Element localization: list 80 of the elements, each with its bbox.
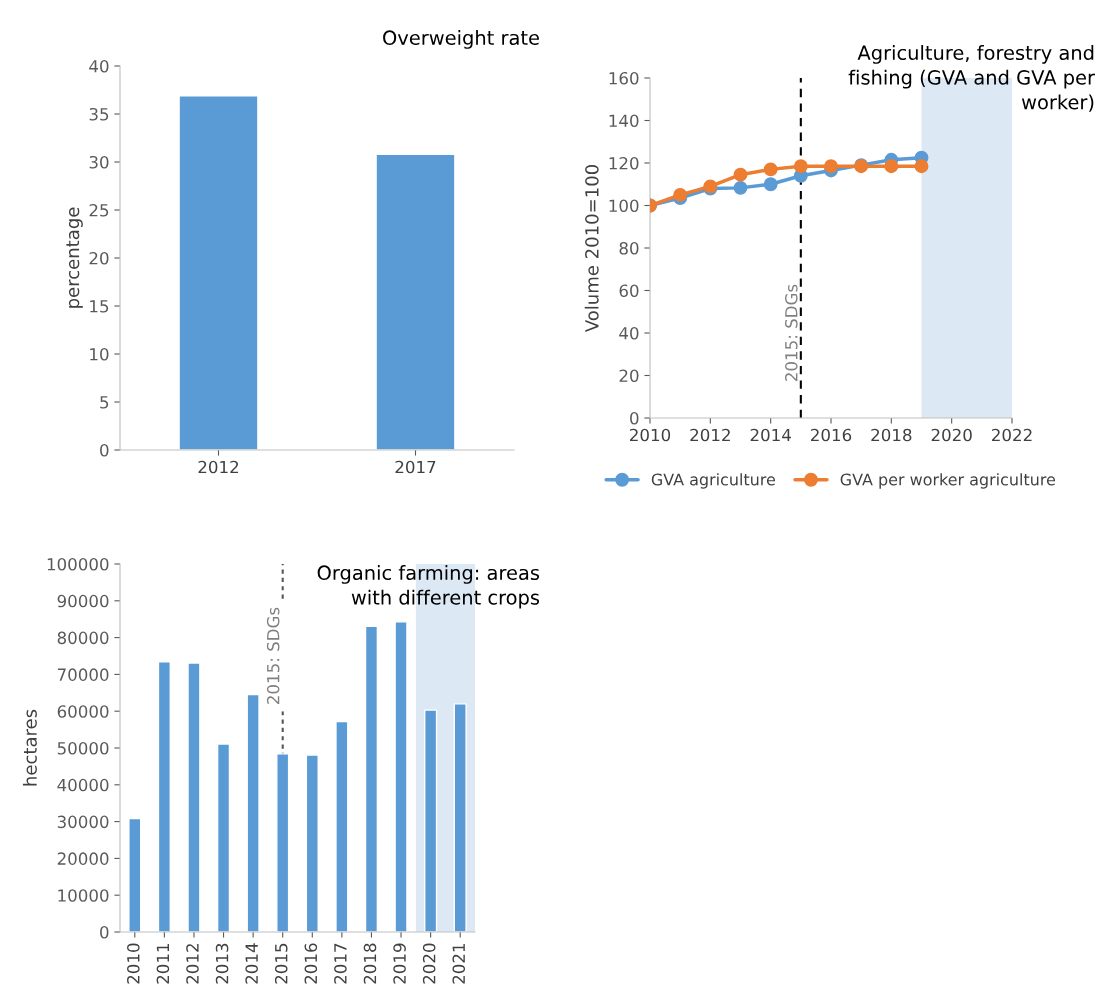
x-tick-label: 2017 xyxy=(395,460,436,474)
point xyxy=(733,167,748,182)
y-tick-label: 100000 xyxy=(47,557,109,571)
point xyxy=(763,162,778,177)
bar xyxy=(187,662,201,932)
bar xyxy=(453,703,467,932)
y-tick-label: 20000 xyxy=(57,852,109,865)
x-tick-label: 2021 xyxy=(452,943,466,984)
x-tick-label: 2012 xyxy=(690,428,730,442)
y-axis-title: Volume 2010=100 xyxy=(584,164,599,333)
x-tick-label: 2010 xyxy=(630,428,671,442)
chart-title: Overweight rate xyxy=(383,30,539,49)
x-tick-label: 2016 xyxy=(304,943,318,984)
y-tick-label: 90000 xyxy=(57,594,109,608)
y-tick-label: 0 xyxy=(100,925,109,939)
x-tick-label: 2017 xyxy=(334,943,347,984)
x-tick-label: 2014 xyxy=(245,943,258,984)
y-tick-label: 35 xyxy=(89,107,109,121)
x-tick-label: 2012 xyxy=(198,460,239,474)
y-tick-label: 120 xyxy=(609,156,639,170)
x-tick-label: 2013 xyxy=(215,943,229,984)
y-tick-label: 10 xyxy=(90,347,109,361)
y-tick-label: 0 xyxy=(630,411,639,425)
y-tick-label: 60 xyxy=(619,284,639,298)
y-tick-label: 40 xyxy=(619,326,639,340)
y-tick-label: 30000 xyxy=(57,815,109,829)
y-tick-label: 80 xyxy=(619,241,639,255)
y-tick-label: 70000 xyxy=(57,668,109,681)
y-tick-label: 25 xyxy=(89,203,109,217)
y-tick-label: 100 xyxy=(609,199,639,213)
x-tick-label: 2019 xyxy=(393,943,406,984)
bar xyxy=(424,709,438,932)
point xyxy=(824,159,838,174)
y-tick-label: 40 xyxy=(89,59,109,73)
bar xyxy=(394,621,408,932)
bar xyxy=(335,720,349,932)
y-axis-title: percentage xyxy=(66,207,83,308)
x-tick-label: 2018 xyxy=(871,428,912,442)
bar xyxy=(305,754,319,932)
legend-label: GVA per worker agriculture xyxy=(840,473,1056,489)
y-tick-label: 160 xyxy=(609,71,639,85)
x-tick-label: 2011 xyxy=(156,943,170,984)
x-tick-label: 2018 xyxy=(363,943,377,984)
x-tick-label: 2010 xyxy=(127,943,140,984)
ref-line-label: 2015: SDGs xyxy=(266,607,280,704)
bar xyxy=(364,625,379,932)
chart-title: Agriculture, forestry and fishing (GVA and GVA per worker) xyxy=(848,45,1096,112)
bar xyxy=(276,753,290,932)
point xyxy=(763,177,778,192)
y-tick-label: 5 xyxy=(100,396,109,409)
point xyxy=(673,187,688,202)
x-tick-label: 2012 xyxy=(186,944,199,984)
bar xyxy=(128,817,142,932)
y-tick-label: 0 xyxy=(100,443,109,457)
y-tick-label: 20 xyxy=(619,369,639,383)
x-tick-label: 2020 xyxy=(931,428,972,442)
x-tick-label: 2015 xyxy=(274,943,288,984)
bar xyxy=(216,743,231,932)
x-tick-label: 2016 xyxy=(811,428,852,442)
x-tick-label: 2022 xyxy=(992,428,1032,442)
legend-label: GVA agriculture xyxy=(651,473,775,489)
point xyxy=(793,159,808,174)
ref-line-label: 2015: SDGs xyxy=(785,284,798,381)
y-tick-label: 10000 xyxy=(58,889,109,902)
y-tick-label: 15 xyxy=(90,300,109,313)
point xyxy=(733,180,748,195)
y-axis-title: hectares xyxy=(22,709,37,786)
point xyxy=(884,159,899,174)
x-tick-label: 2020 xyxy=(422,943,436,984)
y-tick-label: 40000 xyxy=(57,778,109,792)
y-tick-label: 80000 xyxy=(57,631,109,645)
text: Organic farming: areas with different crops xyxy=(317,565,540,609)
point xyxy=(914,159,929,174)
x-tick-label: 2014 xyxy=(750,428,791,442)
y-tick-label: 20 xyxy=(89,251,109,265)
y-tick-label: 50000 xyxy=(57,741,109,755)
bar xyxy=(157,661,171,932)
y-tick-label: 60000 xyxy=(57,705,109,718)
y-tick-label: 140 xyxy=(609,114,639,128)
y-tick-label: 30 xyxy=(89,155,109,169)
